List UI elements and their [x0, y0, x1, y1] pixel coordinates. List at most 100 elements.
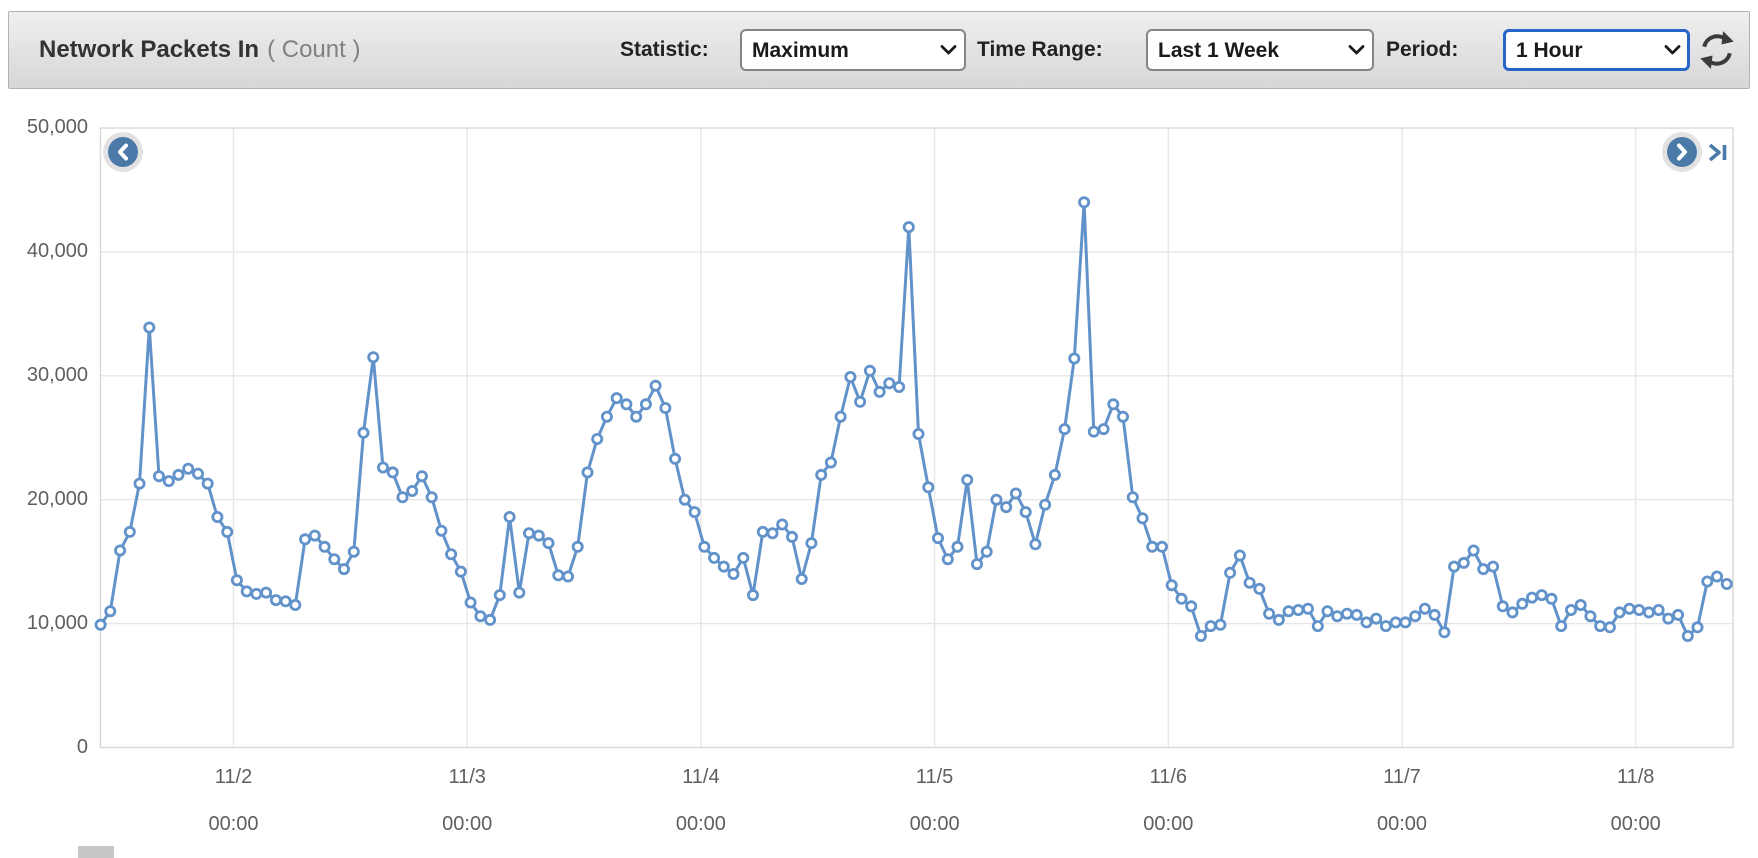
x-tick-date-label: 11/4: [682, 766, 720, 788]
data-point: [1194, 630, 1207, 643]
data-point: [591, 432, 604, 445]
data-point: [961, 473, 974, 486]
data-point: [1311, 620, 1324, 633]
legend-swatch-clipped: [78, 846, 114, 858]
data-point: [269, 594, 282, 607]
data-point: [1467, 544, 1480, 557]
pan-left-button[interactable]: [103, 132, 143, 172]
data-point: [990, 493, 1003, 506]
data-point: [786, 530, 799, 543]
data-point: [1633, 604, 1646, 617]
data-point: [883, 377, 896, 390]
data-point: [201, 477, 214, 490]
data-point: [747, 589, 760, 602]
chart-title-group: Network Packets In ( Count ): [39, 36, 360, 64]
data-point: [279, 595, 292, 608]
pan-right-button[interactable]: [1662, 132, 1702, 172]
time-range-select[interactable]: Last 1 Week: [1146, 29, 1374, 71]
data-point: [708, 551, 721, 564]
data-point: [980, 545, 993, 558]
data-point: [484, 613, 497, 626]
page-title: Network Packets In: [39, 36, 260, 63]
data-point: [1282, 605, 1295, 618]
data-point: [454, 565, 467, 578]
data-point: [824, 456, 837, 469]
data-point: [1233, 549, 1246, 562]
data-point: [503, 511, 516, 524]
data-point: [1165, 579, 1178, 592]
data-point: [1652, 604, 1665, 617]
data-point: [834, 410, 847, 423]
data-point: [250, 587, 263, 600]
data-point: [1097, 423, 1110, 436]
data-point: [1136, 512, 1149, 525]
data-point: [1701, 575, 1714, 588]
x-tick-time-label: 00:00: [1143, 813, 1194, 835]
data-point: [1107, 398, 1120, 411]
data-point: [1156, 540, 1169, 553]
data-point: [873, 385, 886, 398]
refresh-button[interactable]: [1695, 28, 1739, 72]
data-point: [1477, 563, 1490, 576]
data-point: [211, 511, 224, 524]
x-tick-date-label: 11/7: [1383, 766, 1421, 788]
y-tick-label: 20,000: [26, 487, 88, 510]
data-point: [805, 537, 818, 550]
data-point: [1555, 620, 1568, 633]
data-point: [367, 351, 380, 364]
time-range-label: Time Range:: [977, 38, 1103, 61]
data-point: [1487, 560, 1500, 573]
data-point: [737, 551, 750, 564]
data-point: [1379, 620, 1392, 633]
data-point: [1457, 556, 1470, 569]
data-point: [1516, 597, 1529, 610]
x-tick-date-label: 11/3: [448, 766, 486, 788]
data-point: [1496, 600, 1509, 613]
data-point: [844, 370, 857, 383]
data-point: [795, 573, 808, 586]
period-select-wrap: 1 Hour: [1503, 29, 1690, 71]
data-point: [1418, 602, 1431, 615]
data-point: [94, 618, 107, 631]
data-point: [1448, 560, 1461, 573]
data-point: [1117, 410, 1130, 423]
data-point: [727, 568, 740, 581]
data-point: [1642, 606, 1655, 619]
data-point: [1321, 605, 1334, 618]
data-point: [260, 586, 273, 599]
data-point: [240, 585, 253, 598]
data-point: [464, 596, 477, 609]
data-point: [1126, 491, 1139, 504]
data-point: [1574, 599, 1587, 612]
data-point: [1662, 612, 1675, 625]
x-tick-date-label: 11/2: [214, 766, 253, 788]
data-point: [912, 427, 925, 440]
x-tick-date-label: 11/8: [1616, 766, 1655, 788]
data-point: [406, 484, 419, 497]
data-point: [1175, 592, 1188, 605]
data-point: [542, 537, 555, 550]
data-point: [951, 540, 964, 553]
x-tick-date-label: 11/5: [915, 766, 954, 788]
data-point: [152, 470, 165, 483]
data-point: [435, 524, 448, 537]
data-point: [1146, 540, 1159, 553]
data-point: [630, 410, 643, 423]
data-point: [1438, 626, 1451, 639]
data-point: [425, 491, 438, 504]
data-point: [1087, 425, 1100, 438]
period-select[interactable]: 1 Hour: [1503, 29, 1690, 71]
skip-to-end-button[interactable]: [1706, 142, 1730, 163]
data-point: [1350, 608, 1363, 621]
chevron-left-icon: [108, 137, 138, 167]
data-point: [143, 321, 156, 334]
data-point: [1428, 608, 1441, 621]
plot-border: [99, 127, 1734, 749]
data-point: [688, 506, 701, 519]
data-point: [1399, 616, 1412, 629]
statistic-select[interactable]: Maximum: [740, 29, 966, 71]
data-point: [532, 529, 545, 542]
data-point: [1263, 607, 1276, 620]
data-point: [1535, 589, 1548, 602]
data-point: [1019, 506, 1032, 519]
